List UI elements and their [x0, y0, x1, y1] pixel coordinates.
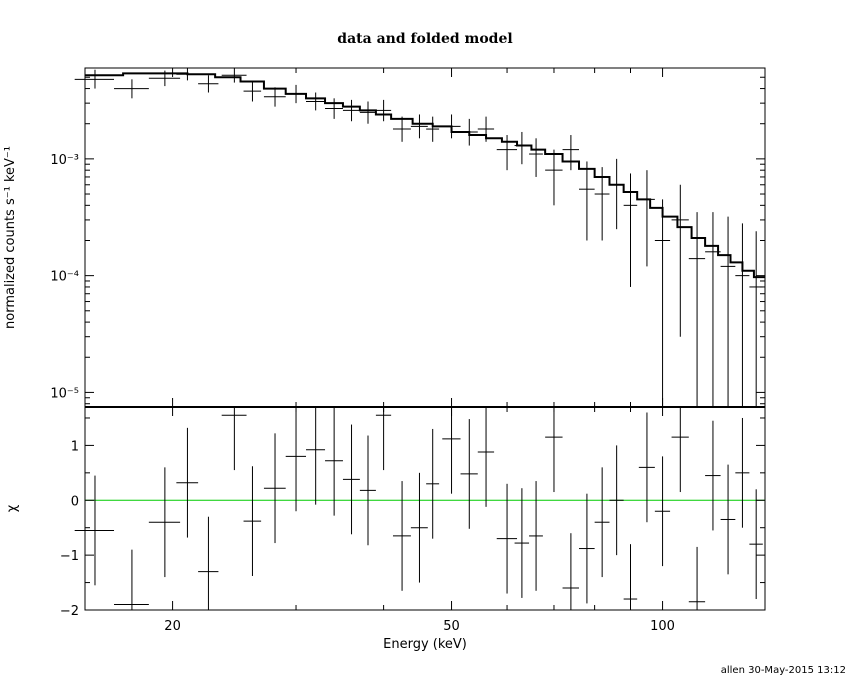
- data-point: [638, 170, 655, 267]
- residual-point: [735, 417, 750, 528]
- data-point: [285, 84, 307, 104]
- bottom-y-tick-label: −2: [60, 604, 79, 619]
- top-y-tick-label: 10⁻³: [50, 153, 79, 168]
- data-point: [325, 98, 343, 119]
- x-axis-label: Energy (keV): [383, 637, 467, 652]
- data-point: [176, 68, 199, 81]
- data-point: [460, 118, 478, 146]
- model-step-line: [85, 72, 765, 279]
- residual-points-group: [74, 407, 763, 610]
- residual-point: [375, 407, 392, 471]
- residual-point: [609, 445, 624, 556]
- residual-point: [623, 544, 638, 610]
- data-point: [375, 99, 392, 122]
- residual-point: [671, 407, 689, 493]
- data-point: [342, 99, 360, 122]
- bottom-y-ticks: −2 −1 0 1: [60, 417, 765, 619]
- residual-point: [392, 481, 411, 591]
- data-point: [688, 212, 706, 407]
- top-y-tick-label: 10⁻⁵: [50, 386, 79, 401]
- data-point: [496, 135, 518, 171]
- data-point: [410, 114, 428, 139]
- residual-point: [263, 433, 286, 544]
- model-curve-group: [85, 72, 765, 279]
- data-point: [74, 69, 115, 89]
- data-point: [263, 87, 286, 107]
- data-point: [594, 167, 610, 241]
- residual-point: [243, 466, 262, 576]
- bottom-panel: −2 −1 0 1 20 50 100 χ: [5, 406, 766, 634]
- residual-point: [638, 412, 655, 523]
- residual-point: [285, 407, 307, 512]
- x-tick-label: 20: [164, 619, 181, 634]
- data-point: [306, 92, 326, 111]
- residual-point: [221, 407, 247, 471]
- data-point: [221, 68, 247, 83]
- bottom-y-tick-label: −1: [60, 549, 79, 564]
- bottom-y-axis-label: χ: [5, 504, 20, 512]
- residual-point: [562, 533, 580, 610]
- data-point: [654, 199, 671, 407]
- data-point: [720, 216, 736, 407]
- data-point: [735, 223, 750, 407]
- data-point: [442, 114, 461, 139]
- residual-point: [74, 475, 115, 586]
- data-point: [392, 116, 411, 142]
- residual-point: [654, 456, 671, 567]
- top-y-tick-label: 10⁻⁴: [50, 270, 79, 285]
- residual-point: [529, 481, 543, 591]
- data-point: [749, 231, 763, 407]
- residual-point: [176, 427, 199, 538]
- bottom-y-tick-label: 0: [71, 494, 79, 509]
- residual-point: [114, 549, 149, 610]
- data-point: [198, 75, 219, 93]
- residual-point: [306, 407, 326, 505]
- residual-point: [460, 419, 478, 529]
- data-point: [671, 184, 689, 337]
- top-y-ticks: 10⁻⁵ 10⁻⁴ 10⁻³: [50, 67, 765, 405]
- residual-point: [477, 407, 495, 507]
- residual-point: [579, 493, 595, 604]
- residual-point: [410, 472, 428, 583]
- data-point: [359, 101, 376, 124]
- residual-point: [594, 467, 610, 578]
- top-panel: 10⁻⁵ 10⁻⁴ 10⁻³ normalized counts s⁻¹ keV⁻¹: [3, 67, 766, 408]
- top-y-axis-label: normalized counts s⁻¹ keV⁻¹: [3, 146, 18, 329]
- residual-point: [545, 407, 563, 493]
- residual-point: [359, 435, 376, 546]
- data-point: [609, 158, 624, 230]
- chart-title: data and folded model: [337, 31, 512, 47]
- data-point: [243, 81, 262, 102]
- x-tick-label: 100: [650, 619, 675, 634]
- residual-point: [514, 488, 530, 598]
- data-point: [562, 135, 580, 171]
- residual-point: [198, 516, 219, 610]
- x-tick-label: 50: [443, 619, 460, 634]
- residual-point: [688, 546, 706, 610]
- bottom-y-tick-label: 1: [71, 439, 79, 454]
- data-point: [426, 116, 440, 142]
- residual-point: [342, 424, 360, 535]
- residual-point: [496, 483, 518, 594]
- data-point: [579, 161, 595, 241]
- residual-point: [426, 428, 440, 539]
- residual-point: [148, 467, 181, 578]
- residual-point: [442, 407, 461, 494]
- residual-point: [749, 489, 763, 600]
- data-point: [545, 149, 563, 206]
- data-point: [477, 116, 495, 142]
- footer-timestamp: allen 30-May-2015 13:12: [721, 665, 846, 676]
- residual-point: [325, 407, 343, 516]
- data-point: [623, 173, 638, 287]
- residual-point: [720, 464, 736, 575]
- top-x-ticks: [172, 68, 664, 407]
- data-point: [529, 138, 543, 177]
- data-points-group: [74, 68, 763, 407]
- data-point: [148, 70, 181, 87]
- residual-point: [705, 420, 721, 531]
- data-point: [514, 131, 530, 165]
- data-point: [705, 212, 721, 407]
- data-point: [114, 79, 149, 99]
